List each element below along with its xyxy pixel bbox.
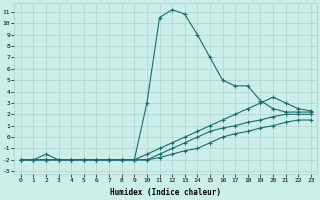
- X-axis label: Humidex (Indice chaleur): Humidex (Indice chaleur): [110, 188, 221, 197]
